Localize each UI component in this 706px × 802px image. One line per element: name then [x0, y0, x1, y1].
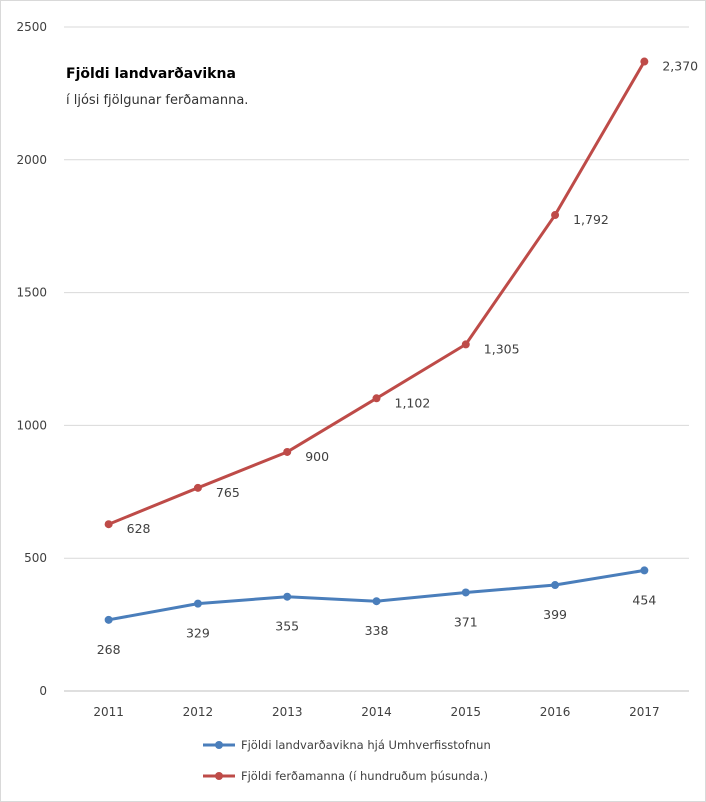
data-point: [283, 592, 292, 601]
data-label: 355: [275, 619, 299, 634]
series-lines: [104, 57, 649, 624]
data-label: 268: [97, 642, 121, 657]
data-point: [551, 211, 560, 220]
data-label: 1,102: [395, 395, 431, 410]
x-tick-label: 2012: [183, 705, 214, 719]
y-tick-label: 2500: [16, 20, 47, 34]
gridlines: [64, 26, 689, 692]
data-label: 329: [186, 626, 210, 641]
data-label: 765: [216, 485, 240, 500]
data-label: 628: [127, 521, 151, 536]
data-point: [283, 447, 292, 456]
data-point: [372, 597, 381, 606]
data-point: [104, 615, 113, 624]
data-point: [372, 394, 381, 403]
data-point: [551, 581, 560, 590]
data-label: 454: [632, 592, 656, 607]
x-tick-label: 2011: [93, 705, 124, 719]
data-point: [461, 588, 470, 597]
y-tick-label: 2000: [16, 153, 47, 167]
y-tick-label: 500: [24, 551, 47, 565]
data-point: [193, 483, 202, 492]
data-point: [104, 520, 113, 529]
x-tick-label: 2015: [451, 705, 482, 719]
data-label: 900: [305, 449, 329, 464]
legend: Fjöldi landvarðavikna hjá Umhverfisstofn…: [203, 738, 491, 783]
data-label: 1,792: [573, 212, 609, 227]
data-label: 338: [365, 623, 389, 638]
legend-entry: Fjöldi landvarðavikna hjá Umhverfisstofn…: [241, 738, 491, 752]
y-tick-label: 1500: [16, 286, 47, 300]
chart-subtitle: í ljósi fjölgunar ferðamanna.: [66, 93, 248, 108]
x-tick-label: 2013: [272, 705, 303, 719]
x-tick-label: 2017: [629, 705, 660, 719]
data-label: 2,370: [662, 59, 698, 74]
data-point: [461, 340, 470, 349]
data-point: [640, 566, 649, 575]
x-tick-label: 2016: [540, 705, 571, 719]
legend-entry: Fjöldi ferðamanna (í hundruðum þúsunda.): [241, 769, 488, 783]
data-point: [640, 57, 649, 66]
data-point: [193, 599, 202, 608]
data-label: 371: [454, 614, 478, 629]
legend-marker: [215, 772, 223, 780]
y-tick-label: 0: [39, 684, 47, 698]
y-tick-label: 1000: [16, 418, 47, 432]
data-label: 1,305: [484, 341, 520, 356]
y-axis-tick-labels: 0 500 1000 1500 2000 2500: [16, 20, 47, 698]
data-labels: 268 329 355 338 371 399 454 628 765 900 1,102 1,305…: [97, 59, 698, 657]
legend-marker: [215, 741, 223, 749]
data-label: 399: [543, 607, 567, 622]
x-axis-tick-labels: 2011 2012 2013 2014 2015 2016 2017: [93, 705, 659, 719]
x-tick-label: 2014: [361, 705, 392, 719]
chart-title: Fjöldi landvarðavikna: [66, 66, 236, 82]
